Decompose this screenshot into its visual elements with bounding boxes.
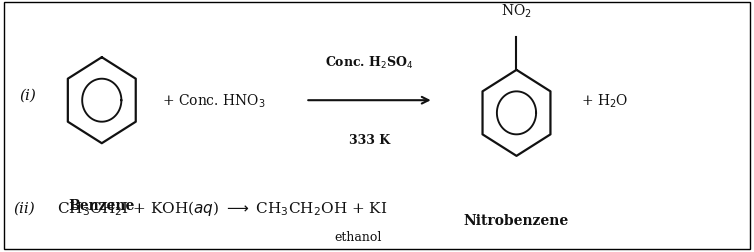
Text: Nitrobenzene: Nitrobenzene (464, 213, 569, 227)
Text: CH$_3$CH$_2$I + KOH($aq$) $\longrightarrow$ CH$_3$CH$_2$OH + KI: CH$_3$CH$_2$I + KOH($aq$) $\longrightarr… (57, 198, 387, 217)
Text: Conc. H$_2$SO$_4$: Conc. H$_2$SO$_4$ (325, 54, 414, 71)
Text: + H$_2$O: + H$_2$O (581, 92, 628, 109)
Text: (i): (i) (19, 89, 35, 103)
Text: (ii): (ii) (14, 201, 35, 215)
Text: + Conc. HNO$_3$: + Conc. HNO$_3$ (162, 92, 265, 109)
Text: NO$_2$: NO$_2$ (501, 3, 532, 20)
Text: ethanol: ethanol (335, 230, 382, 243)
Text: Benzene: Benzene (69, 198, 135, 212)
Text: 333 K: 333 K (349, 134, 390, 146)
